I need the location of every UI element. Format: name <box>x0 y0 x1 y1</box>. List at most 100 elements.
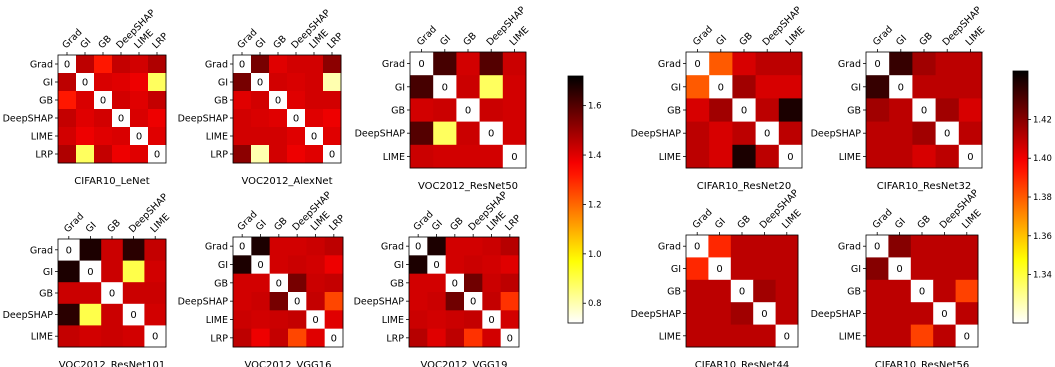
heatmap-cell <box>456 121 480 146</box>
heatmap-cell <box>251 292 271 311</box>
heatmap-cell <box>287 145 306 164</box>
diagonal-value: 0 <box>761 309 767 320</box>
heatmap-panel: 00000GradGradGIGIGBGBDeepSHAPDeepSHAPLIM… <box>631 4 808 192</box>
heatmap-cell <box>755 75 780 99</box>
heatmap-cell <box>708 324 732 348</box>
diagonal-value: 0 <box>741 106 747 117</box>
heatmap-cell <box>101 282 124 305</box>
heatmap-cell <box>288 310 307 330</box>
heatmap-cell <box>305 127 324 146</box>
heatmap-cell <box>251 127 270 146</box>
heatmap-cell <box>251 273 271 293</box>
heatmap-cell <box>888 279 912 303</box>
y-tick-label: DeepSHAP <box>631 309 682 320</box>
heatmap-title: CIFAR10_ResNet20 <box>697 181 791 192</box>
heatmap-cell <box>730 257 754 281</box>
heatmap-cell <box>888 302 912 325</box>
heatmap-cell <box>251 255 271 275</box>
colorbar-gradient <box>1013 71 1028 323</box>
diagonal-value: 0 <box>694 59 700 70</box>
y-tick-label: LIME <box>382 315 404 326</box>
heatmap-cell <box>410 52 434 76</box>
x-tick-label: Grad <box>871 207 895 231</box>
diagonal-value: 0 <box>293 114 299 125</box>
heatmap-cell <box>955 257 979 281</box>
heatmap-frame <box>232 54 342 164</box>
y-tick-label: GI <box>218 78 228 89</box>
heatmap-cell <box>445 273 465 293</box>
heatmap-cell <box>933 324 956 348</box>
x-tick-label: GB <box>105 218 123 236</box>
heatmap-cell <box>866 98 890 122</box>
heatmap-cell <box>144 282 167 305</box>
heatmap-cell <box>233 328 252 348</box>
heatmap-cell <box>233 73 252 92</box>
heatmap-cell <box>323 73 342 92</box>
diagonal-value: 0 <box>257 78 263 89</box>
y-tick-label: DeepSHAP <box>3 114 54 125</box>
heatmap-cell <box>409 273 428 293</box>
diagonal-value: 0 <box>64 60 70 71</box>
heatmap-cell <box>500 255 520 275</box>
y-tick-label: GI <box>394 260 404 271</box>
heatmap-cell <box>866 144 890 169</box>
heatmap-cell <box>409 237 428 256</box>
heatmap-cell <box>502 52 527 76</box>
heatmap-cell <box>778 144 803 169</box>
x-tick-label: GI <box>84 220 99 235</box>
heatmap-cell <box>233 55 252 74</box>
heatmap-cell <box>888 235 912 258</box>
heatmap-panel: 000000GradGradGIGIGBGBDeepSHAPDeepSHAPLI… <box>178 7 346 187</box>
diagonal-value: 0 <box>311 132 317 143</box>
heatmap-cell <box>122 303 145 326</box>
heatmap-title: VOC2012_VGG16 <box>244 360 331 367</box>
diagonal-value: 0 <box>329 150 335 161</box>
y-tick-label: GI <box>218 260 228 271</box>
heatmap-cell <box>732 98 756 122</box>
heatmap-cell <box>730 235 754 258</box>
diagonal-value: 0 <box>784 331 790 342</box>
heatmap-cell <box>76 55 95 74</box>
x-tick-label: GI <box>893 216 908 231</box>
diagonal-value: 0 <box>764 129 770 140</box>
y-tick-label: GI <box>851 82 861 93</box>
heatmap-cell <box>912 75 936 99</box>
diagonal-value: 0 <box>507 333 513 344</box>
heatmap-cell <box>79 282 102 305</box>
heatmap-cell <box>500 292 520 311</box>
colorbar-tick-label: 1.40 <box>1033 154 1052 164</box>
heatmap-cell <box>866 324 889 348</box>
diagonal-value: 0 <box>470 297 476 308</box>
y-tick-label: DeepSHAP <box>355 129 406 140</box>
heatmap-cell <box>233 91 252 110</box>
heatmap-cell <box>933 302 956 325</box>
heatmap-cell <box>76 91 95 110</box>
x-tick-label: GB <box>915 214 933 232</box>
y-tick-label: GB <box>214 96 228 107</box>
heatmap-cell <box>79 325 102 348</box>
heatmap-cell <box>427 310 447 330</box>
heatmap-cell <box>148 145 167 164</box>
y-tick-label: Grad <box>381 242 404 253</box>
heatmap-cell <box>251 73 270 92</box>
heatmap-cell <box>122 325 145 348</box>
colorbar-tick-label: 1.34 <box>1033 271 1052 281</box>
diagonal-value: 0 <box>967 152 973 163</box>
x-tick-label: GI <box>254 218 269 233</box>
colorbar-frame <box>567 75 584 324</box>
y-tick-label: GB <box>847 106 861 117</box>
diagonal-value: 0 <box>442 82 448 93</box>
heatmap-cell <box>269 55 288 74</box>
y-tick-label: LIME <box>206 132 228 143</box>
diagonal-value: 0 <box>257 260 263 271</box>
heatmap-cell <box>445 237 465 256</box>
heatmap-cell <box>686 75 710 99</box>
diagonal-value: 0 <box>898 82 904 93</box>
heatmap-cell <box>324 292 344 311</box>
heatmap-cell <box>323 145 342 164</box>
heatmap-frame <box>232 236 344 348</box>
heatmap-cell <box>500 237 520 256</box>
colorbar-tick-label: 1.36 <box>1033 232 1052 242</box>
y-tick-label: LIME <box>659 152 681 163</box>
